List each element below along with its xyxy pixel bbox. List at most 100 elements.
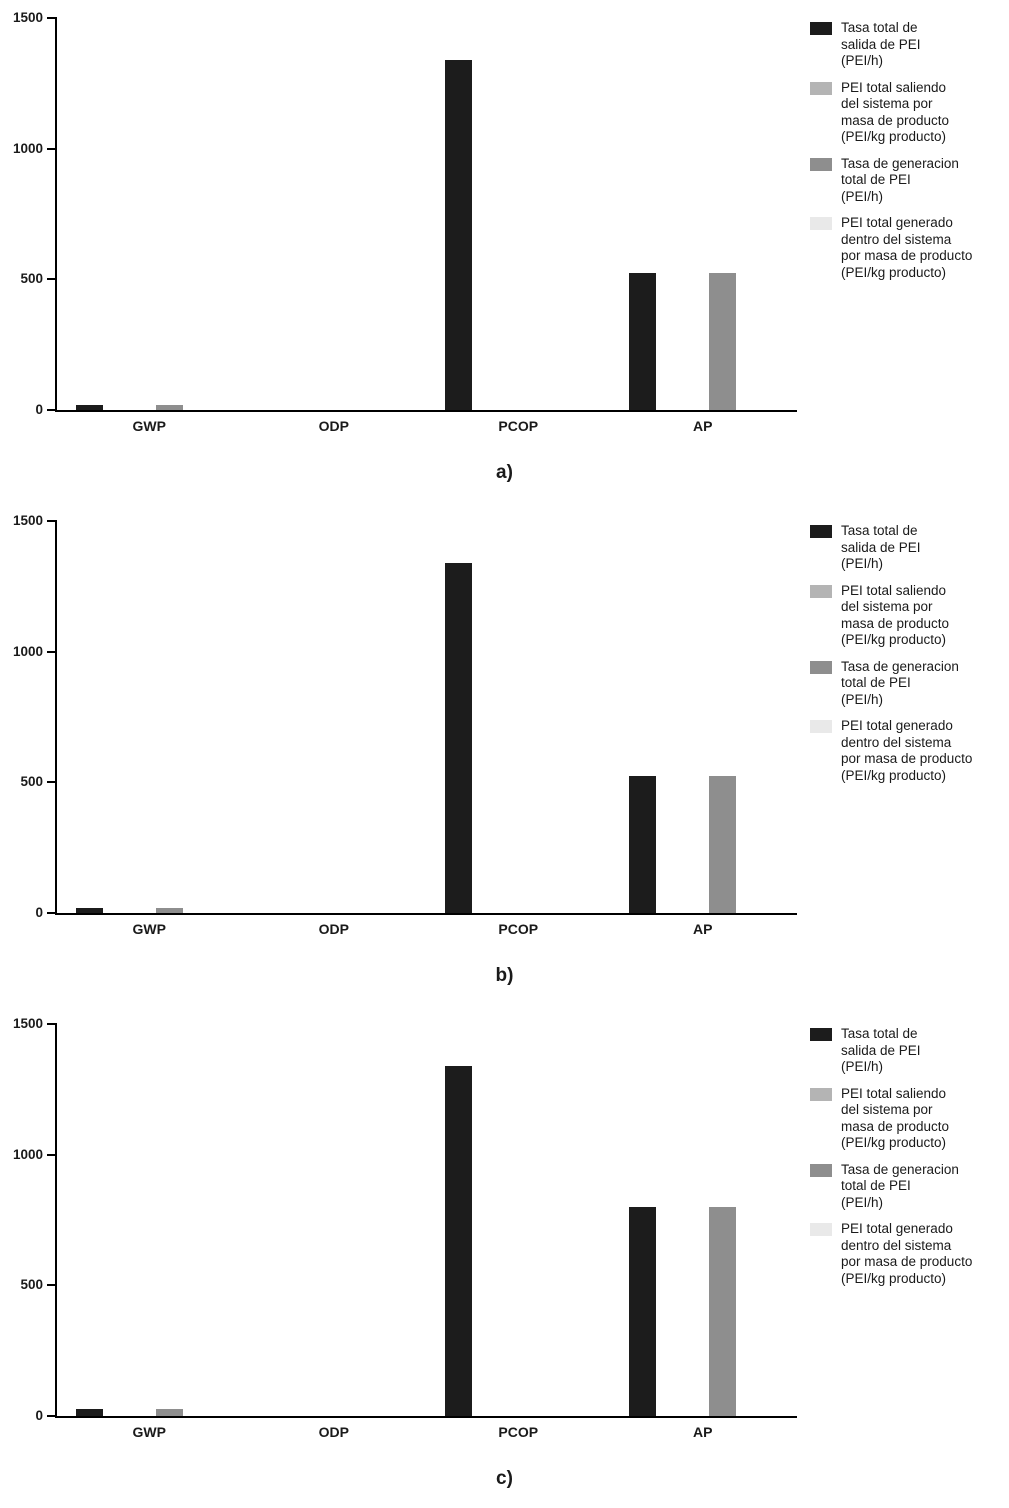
x-axis-line — [55, 410, 797, 412]
bar-AP-series1 — [629, 272, 657, 410]
x-category-label-ODP: ODP — [318, 418, 349, 434]
y-axis-line — [55, 520, 57, 915]
bar-GWP-series1 — [75, 1409, 103, 1416]
plot-area-b: 0 500 1000 1500 GWP ODP PCOP AP — [13, 513, 797, 937]
legend-a: Tasa total de salida de PEI (PEI/h) PEI t… — [810, 20, 1006, 291]
panel-a: 0 500 1000 1500 GWP ODP PCOP AP Tasa total de s… — [0, 0, 1009, 503]
legend-entry-1: Tasa total de salida de PEI (PEI/h) — [810, 523, 1006, 573]
bar-GWP-series3 — [155, 404, 183, 410]
y-axis-line — [55, 17, 57, 412]
bar-PCOP-series1 — [444, 59, 472, 410]
y-tick-label-1500: 1500 — [12, 1016, 43, 1031]
legend-entry-label: Tasa de generacion total de PEI (PEI/h) — [841, 1161, 959, 1210]
legend-entry-4: PEI total generado dentro del sistema po… — [810, 1221, 1006, 1287]
bar-GWP-series3 — [155, 907, 183, 913]
y-tick-label-0: 0 — [35, 1408, 43, 1423]
y-tick-mark-0 — [47, 1415, 55, 1417]
legend-swatch-icon — [810, 660, 832, 674]
legend-swatch-icon — [810, 720, 832, 733]
x-category-label-GWP: GWP — [132, 921, 166, 937]
x-category-label-PCOP: PCOP — [498, 1424, 539, 1440]
bar-AP-series3 — [709, 775, 737, 913]
y-axis-line — [55, 1023, 57, 1418]
legend-entry-1: Tasa total de salida de PEI (PEI/h) — [810, 20, 1006, 70]
y-tick-mark-500 — [47, 278, 55, 281]
panel-label-a: a) — [496, 462, 513, 483]
y-tick-mark-1000 — [47, 1153, 55, 1156]
legend-swatch-icon — [810, 1163, 832, 1177]
legend-b: Tasa total de salida de PEI (PEI/h) PEI t… — [810, 523, 1006, 794]
plot-area-c: 0 500 1000 1500 GWP ODP PCOP AP — [13, 1016, 797, 1440]
legend-swatch-icon — [810, 1223, 832, 1236]
y-tick-mark-0 — [47, 912, 55, 914]
y-tick-label-0: 0 — [35, 905, 43, 920]
y-tick-label-1000: 1000 — [12, 1146, 43, 1162]
x-category-label-PCOP: PCOP — [498, 921, 539, 937]
legend-swatch-icon — [810, 1028, 832, 1041]
panel-label-b: b) — [495, 965, 514, 986]
y-tick-label-500: 500 — [20, 774, 43, 790]
legend-swatch-icon — [810, 22, 832, 35]
y-tick-label-500: 500 — [20, 271, 43, 287]
x-category-label-PCOP: PCOP — [498, 418, 539, 434]
bar-PCOP-series1 — [444, 1065, 472, 1416]
legend-entry-3: Tasa de generacion total de PEI (PEI/h) — [810, 156, 1006, 206]
panel-b: 0 500 1000 1500 GWP ODP PCOP AP Tasa total de s… — [0, 503, 1009, 1006]
x-category-label-GWP: GWP — [132, 418, 166, 434]
bar-AP-series1 — [629, 775, 657, 913]
y-tick-mark-500 — [47, 1284, 55, 1287]
bar-PCOP-series1 — [444, 562, 472, 913]
legend-entry-label: PEI total generado dentro del sistema po… — [841, 718, 973, 783]
x-category-label-AP: AP — [693, 418, 713, 434]
x-category-label-AP: AP — [693, 1424, 713, 1440]
bar-GWP-series1 — [75, 907, 103, 913]
y-tick-mark-1500 — [47, 1023, 55, 1025]
legend-entry-label: Tasa de generacion total de PEI (PEI/h) — [841, 155, 959, 204]
y-tick-label-1500: 1500 — [12, 10, 43, 25]
legend-c: Tasa total de salida de PEI (PEI/h) PEI t… — [810, 1026, 1006, 1297]
y-tick-mark-500 — [47, 781, 55, 784]
legend-entry-1: Tasa total de salida de PEI (PEI/h) — [810, 1026, 1006, 1076]
y-tick-label-1000: 1000 — [12, 140, 43, 156]
legend-swatch-icon — [810, 525, 832, 538]
bar-AP-series3 — [709, 272, 737, 410]
panel-label-c: c) — [496, 1468, 513, 1489]
x-category-label-ODP: ODP — [318, 1424, 349, 1440]
legend-entry-label: PEI total generado dentro del sistema po… — [841, 215, 973, 280]
legend-entry-4: PEI total generado dentro del sistema po… — [810, 718, 1006, 784]
y-tick-mark-1000 — [47, 650, 55, 653]
bar-AP-series3 — [709, 1206, 737, 1416]
legend-entry-label: Tasa total de salida de PEI (PEI/h) — [841, 523, 921, 571]
legend-swatch-icon — [810, 584, 832, 598]
y-tick-mark-1500 — [47, 520, 55, 522]
x-axis-line — [55, 913, 797, 915]
legend-entry-label: Tasa total de salida de PEI (PEI/h) — [841, 20, 921, 68]
legend-entry-label: PEI total generado dentro del sistema po… — [841, 1221, 973, 1286]
y-tick-mark-1000 — [47, 147, 55, 150]
y-tick-mark-0 — [47, 409, 55, 411]
legend-entry-label: Tasa total de salida de PEI (PEI/h) — [841, 1026, 921, 1074]
legend-entry-4: PEI total generado dentro del sistema po… — [810, 215, 1006, 281]
x-category-label-ODP: ODP — [318, 921, 349, 937]
bar-GWP-series1 — [75, 404, 103, 410]
legend-entry-label: Tasa de generacion total de PEI (PEI/h) — [841, 658, 959, 707]
x-category-label-GWP: GWP — [132, 1424, 166, 1440]
legend-swatch-icon — [810, 1087, 832, 1101]
legend-entry-label: PEI total saliendo del sistema por masa … — [841, 582, 950, 648]
legend-entry-2: PEI total saliendo del sistema por masa … — [810, 583, 1006, 649]
plot-area-a: 0 500 1000 1500 GWP ODP PCOP AP — [13, 10, 797, 434]
legend-entry-label: PEI total saliendo del sistema por masa … — [841, 79, 950, 145]
x-category-label-AP: AP — [693, 921, 713, 937]
y-tick-mark-1500 — [47, 17, 55, 19]
legend-entry-3: Tasa de generacion total de PEI (PEI/h) — [810, 659, 1006, 709]
legend-entry-2: PEI total saliendo del sistema por masa … — [810, 1086, 1006, 1152]
legend-swatch-icon — [810, 81, 832, 95]
panel-c: 0 500 1000 1500 GWP ODP PCOP AP Tasa total de s… — [0, 1006, 1009, 1508]
y-tick-label-1000: 1000 — [12, 643, 43, 659]
x-axis-line — [55, 1416, 797, 1418]
bar-AP-series1 — [629, 1206, 657, 1416]
legend-swatch-icon — [810, 157, 832, 171]
legend-entry-2: PEI total saliendo del sistema por masa … — [810, 80, 1006, 146]
bar-GWP-series3 — [155, 1409, 183, 1416]
